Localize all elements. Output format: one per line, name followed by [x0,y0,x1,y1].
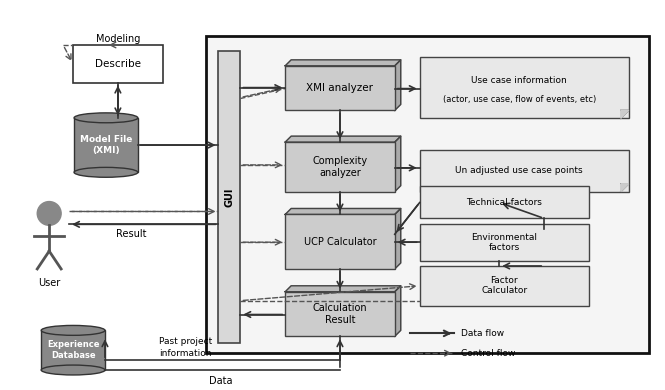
Text: Past project: Past project [159,337,212,346]
Text: Result: Result [116,229,146,239]
Text: Calculation
Result: Calculation Result [313,303,367,325]
FancyBboxPatch shape [285,215,395,269]
Text: UCP Calculator: UCP Calculator [304,237,376,247]
Text: Complexity
analyzer: Complexity analyzer [313,156,368,178]
Polygon shape [395,286,401,336]
FancyBboxPatch shape [205,36,648,353]
Ellipse shape [41,365,105,375]
Polygon shape [285,60,401,66]
Text: Un adjusted use case points: Un adjusted use case points [456,167,583,176]
Polygon shape [285,286,401,292]
Polygon shape [285,209,401,214]
Ellipse shape [74,113,138,123]
Text: Data flow: Data flow [462,329,505,338]
FancyBboxPatch shape [73,45,163,83]
Polygon shape [285,136,401,142]
FancyBboxPatch shape [420,266,589,306]
Bar [41,330,105,370]
Text: Use case information: Use case information [471,76,567,85]
FancyBboxPatch shape [420,57,628,118]
Ellipse shape [41,325,105,335]
Ellipse shape [74,167,138,177]
Polygon shape [395,60,401,110]
Text: Model File
(XMI): Model File (XMI) [80,135,132,155]
FancyBboxPatch shape [219,51,240,343]
Text: Factor
Calculator: Factor Calculator [481,276,527,296]
Text: GUI: GUI [224,188,235,207]
Text: (actor, use case, flow of events, etc): (actor, use case, flow of events, etc) [443,96,596,105]
FancyBboxPatch shape [420,186,589,218]
FancyBboxPatch shape [285,66,395,110]
Text: Data: Data [209,376,232,386]
FancyBboxPatch shape [420,224,589,261]
Polygon shape [395,209,401,269]
Text: Modeling: Modeling [96,34,140,44]
Text: Experience
Database: Experience Database [47,340,99,360]
Text: information: information [160,349,212,358]
Text: Technical factors: Technical factors [466,198,542,207]
Polygon shape [395,136,401,191]
FancyBboxPatch shape [285,292,395,336]
Text: Control flow: Control flow [462,349,516,358]
Bar [74,118,138,172]
Text: Environmental
factors: Environmental factors [471,233,537,252]
Polygon shape [621,184,628,191]
Text: User: User [38,278,61,288]
FancyBboxPatch shape [420,150,628,191]
Circle shape [37,202,61,225]
Text: XMI analyzer: XMI analyzer [307,83,374,93]
FancyBboxPatch shape [285,142,395,191]
Polygon shape [621,110,628,118]
Text: Describe: Describe [95,59,141,69]
